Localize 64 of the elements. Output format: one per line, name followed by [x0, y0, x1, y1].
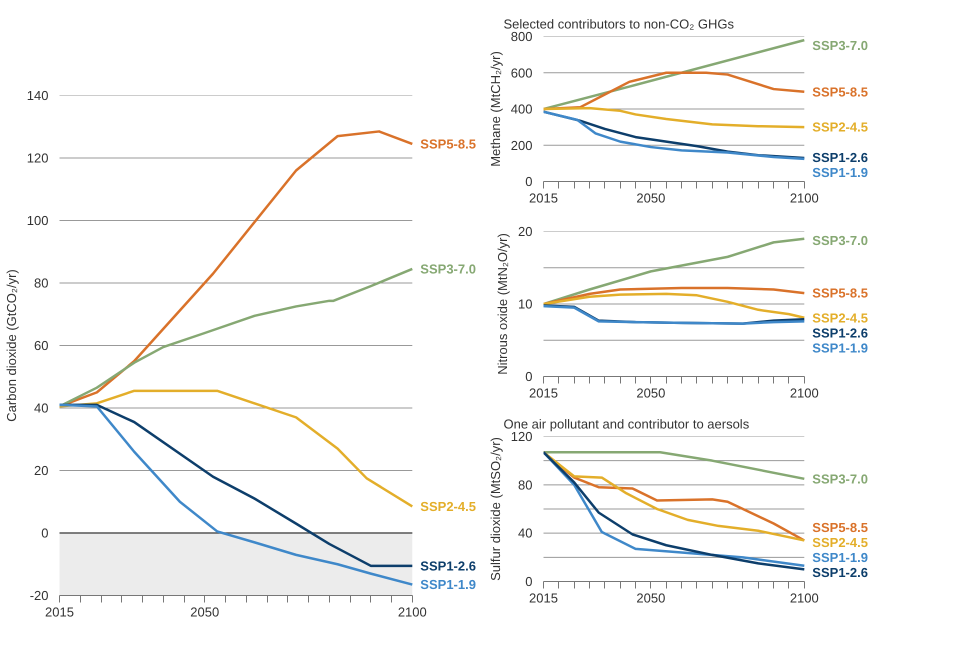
- x-tick-label: 2050: [636, 590, 666, 606]
- series-label: SSP1-2.6: [420, 558, 476, 574]
- series-label: SSP1-1.9: [812, 340, 868, 356]
- x-tick-label: 2015: [529, 590, 558, 606]
- y-tick-label: 10: [518, 296, 533, 312]
- series-label: SSP1-2.6: [812, 565, 868, 580]
- y-tick-label: 400: [510, 102, 533, 116]
- y-tick-label: 20: [518, 224, 533, 239]
- line-series: [544, 286, 806, 306]
- y-axis-title: Nitrous oxide (MtN₂O/yr): [495, 233, 510, 375]
- y-tick-label: 40: [518, 526, 533, 541]
- x-tick-label: 2100: [398, 604, 427, 620]
- series-label: SSP2-4.5: [812, 310, 868, 326]
- series-label: SSP3-7.0: [812, 38, 868, 53]
- series-label: SSP3-7.0: [420, 261, 476, 276]
- y-tick-label: 40: [34, 400, 49, 416]
- y-axis-title: Methane (MtCH₂/yr): [488, 51, 503, 167]
- x-tick-label: 2100: [790, 190, 819, 206]
- y-tick-label: 20: [34, 463, 49, 478]
- series-label: SSP5-8.5: [812, 520, 868, 535]
- y-tick-label: -20: [30, 588, 49, 603]
- series-label: SSP3-7.0: [812, 233, 868, 248]
- x-tick-label: 2050: [636, 190, 666, 206]
- series-label: SSP1-1.9: [812, 165, 868, 180]
- series-label: SSP5-8.5: [812, 84, 868, 100]
- y-tick-label: 80: [34, 276, 49, 290]
- x-tick-label: 2015: [529, 386, 558, 400]
- chart-title: Selected contributors to non-CO₂ GHGs: [504, 16, 734, 32]
- y-tick-label: 200: [510, 138, 533, 153]
- series-label: SSP2-4.5: [812, 120, 868, 135]
- y-tick-label: 120: [510, 429, 533, 444]
- y-axis-title: Sulfur dioxide (MtSO₂/yr): [488, 437, 503, 581]
- y-tick-label: 140: [26, 88, 49, 103]
- y-tick-label: 800: [510, 29, 533, 44]
- y-axis-title: Carbon dioxide (GtCO₂/yr): [4, 269, 19, 422]
- chart-title: One air pollutant and contributor to aersols: [504, 416, 750, 432]
- y-tick-label: 600: [510, 65, 533, 80]
- x-tick-label: 2100: [790, 590, 819, 606]
- line-series: [544, 292, 806, 320]
- x-tick-label: 2050: [636, 386, 666, 400]
- x-tick-label: 2050: [190, 604, 220, 620]
- line-series: [544, 238, 806, 306]
- series-label: SSP1-1.9: [420, 577, 476, 592]
- y-tick-label: 0: [525, 369, 533, 384]
- series-label: SSP1-1.9: [812, 550, 868, 565]
- y-tick-label: 0: [525, 574, 533, 589]
- line-series: [544, 106, 806, 128]
- x-tick-label: 2100: [790, 386, 819, 400]
- y-tick-label: 0: [41, 526, 49, 540]
- y-tick-label: 0: [525, 174, 533, 189]
- line-series: [60, 390, 414, 508]
- y-tick-label: 80: [518, 477, 533, 492]
- series-label: SSP2-4.5: [420, 498, 476, 514]
- series-label: SSP1-2.6: [812, 150, 868, 165]
- series-label: SSP3-7.0: [812, 471, 868, 486]
- y-tick-label: 60: [34, 338, 49, 353]
- series-label: SSP5-8.5: [812, 286, 868, 301]
- y-tick-label: 100: [26, 213, 49, 228]
- x-tick-label: 2015: [529, 190, 558, 206]
- series-label: SSP2-4.5: [812, 535, 868, 550]
- x-tick-label: 2015: [45, 604, 74, 620]
- series-label: SSP5-8.5: [420, 136, 476, 152]
- y-tick-label: 120: [26, 150, 49, 166]
- series-label: SSP1-2.6: [812, 325, 868, 340]
